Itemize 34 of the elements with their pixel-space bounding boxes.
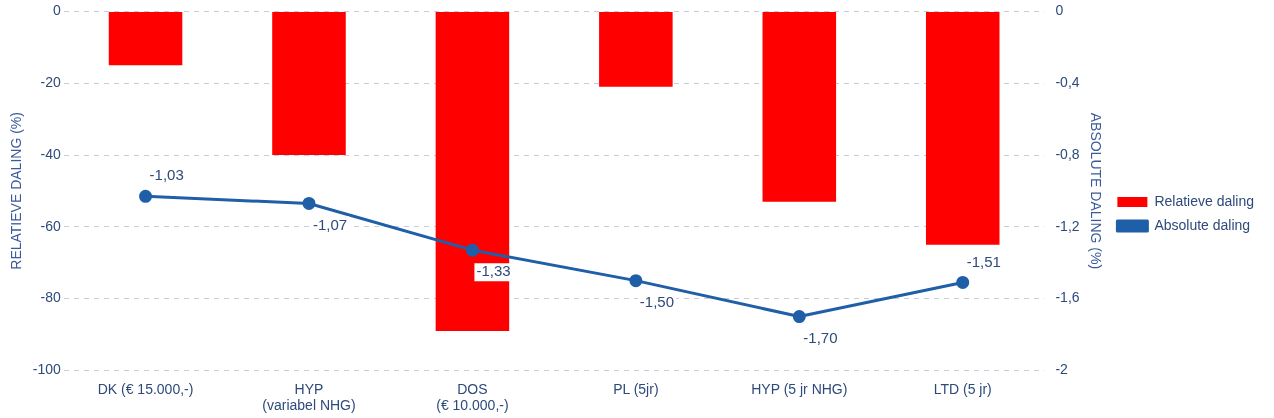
y2-tick-label: -0,8 [1055,145,1080,162]
y-tick-label: 0 [53,2,62,19]
data-label: -1,50 [639,292,675,310]
x-tick-label: HYP (5 jr NHG) [751,380,848,397]
data-label: -1,03 [149,166,184,184]
x-tick-label: DOS (€ 10.000,-) [436,380,509,414]
point [956,275,970,289]
point [465,243,479,257]
y-tick-label: -80 [40,289,62,306]
point [792,310,806,324]
x-tick-label: LTD (5 jr) [933,380,992,397]
y2-tick-label: -2 [1055,361,1069,378]
y-tick-label: -100 [32,361,62,378]
point [629,274,643,288]
y-tick-label: -20 [40,74,62,91]
y2-tick-label: 0 [1055,2,1064,19]
data-label: -1,70 [803,328,838,346]
y-tick-label: -40 [40,145,62,162]
y2-tick-label: -0,4 [1055,74,1080,91]
y2-axis-title: ABSOLUTE DALING (%) [1088,112,1105,270]
point [302,196,316,210]
y2-tick-label: -1,2 [1055,217,1080,234]
y2-tick-label: -1,6 [1055,289,1080,306]
point [139,189,153,203]
data-label: -1,33 [476,262,511,280]
x-tick-label: DK (€ 15.000,-) [97,380,194,397]
legend-label: Absolute daling [1154,216,1251,233]
legend-label: Relatieve daling [1154,192,1254,209]
data-label: -1,51 [966,252,1001,270]
y-axis-title: RELATIEVE DALING (%) [8,112,25,270]
x-tick-label: HYP (variabel NHG) [262,380,356,414]
data-label: -1,07 [312,215,348,233]
x-tick-label: PL (5jr) [613,380,659,397]
y-tick-label: -60 [40,217,62,234]
